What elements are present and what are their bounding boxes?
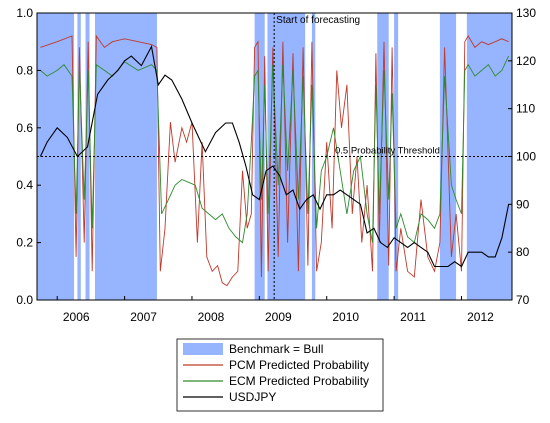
left-tick-label-5: 1.0 <box>16 6 33 20</box>
bull-band-8 <box>394 13 399 300</box>
x-tick-label-6: 2012 <box>467 310 494 324</box>
legend-label-0: Benchmark = Bull <box>229 342 323 356</box>
x-tick-label-0: 2006 <box>63 310 90 324</box>
right-tick-label-0: 70 <box>516 293 530 307</box>
series-layer <box>39 34 510 287</box>
right-tick-label-5: 120 <box>516 54 536 68</box>
x-tick-label-4: 2010 <box>332 310 359 324</box>
left-tick-label-4: 0.8 <box>16 63 33 77</box>
left-tick-label-2: 0.4 <box>16 178 33 192</box>
left-axis: 0.0 0.2 0.4 0.6 0.8 1.0 <box>16 6 41 307</box>
legend-label-2: ECM Predicted Probability <box>229 374 369 388</box>
right-axis: 70 80 90 100 110 120 130 <box>508 6 536 307</box>
right-tick-label-1: 80 <box>516 245 530 259</box>
legend: Benchmark = Bull PCM Predicted Probabilit… <box>176 338 384 412</box>
left-tick-label-0: 0.0 <box>16 293 33 307</box>
annotation-layer: Start of forecasting 0.5 Probability Thre… <box>37 13 512 300</box>
left-tick-label-1: 0.2 <box>16 236 33 250</box>
bull-band-2 <box>85 13 90 300</box>
right-tick-label-3: 100 <box>516 150 536 164</box>
right-tick-label-2: 90 <box>516 197 530 211</box>
right-tick-label-6: 130 <box>516 6 536 20</box>
series-line-ecm-predicted-probability <box>40 55 510 244</box>
x-tick-label-2: 2008 <box>198 310 225 324</box>
series-line-pcm-predicted-probability <box>40 34 509 287</box>
bull-band-1 <box>77 13 81 300</box>
legend-label-3: USDJPY <box>229 390 276 404</box>
x-tick-label-5: 2011 <box>400 310 426 324</box>
forecast-start-label: Start of forecasting <box>276 15 360 26</box>
left-tick-label-3: 0.6 <box>16 121 33 135</box>
threshold-label: 0.5 Probability Threshold <box>335 146 440 157</box>
x-tick-label-3: 2009 <box>265 310 292 324</box>
bull-band-0 <box>37 13 75 300</box>
legend-swatch-0 <box>183 343 223 355</box>
legend-label-1: PCM Predicted Probability <box>229 358 369 372</box>
series-line-usdjpy <box>39 44 510 268</box>
x-tick-label-1: 2007 <box>130 310 157 324</box>
x-axis: 2006 2007 2008 2009 2010 2011 2012 <box>56 296 494 324</box>
right-tick-label-4: 110 <box>516 102 535 116</box>
